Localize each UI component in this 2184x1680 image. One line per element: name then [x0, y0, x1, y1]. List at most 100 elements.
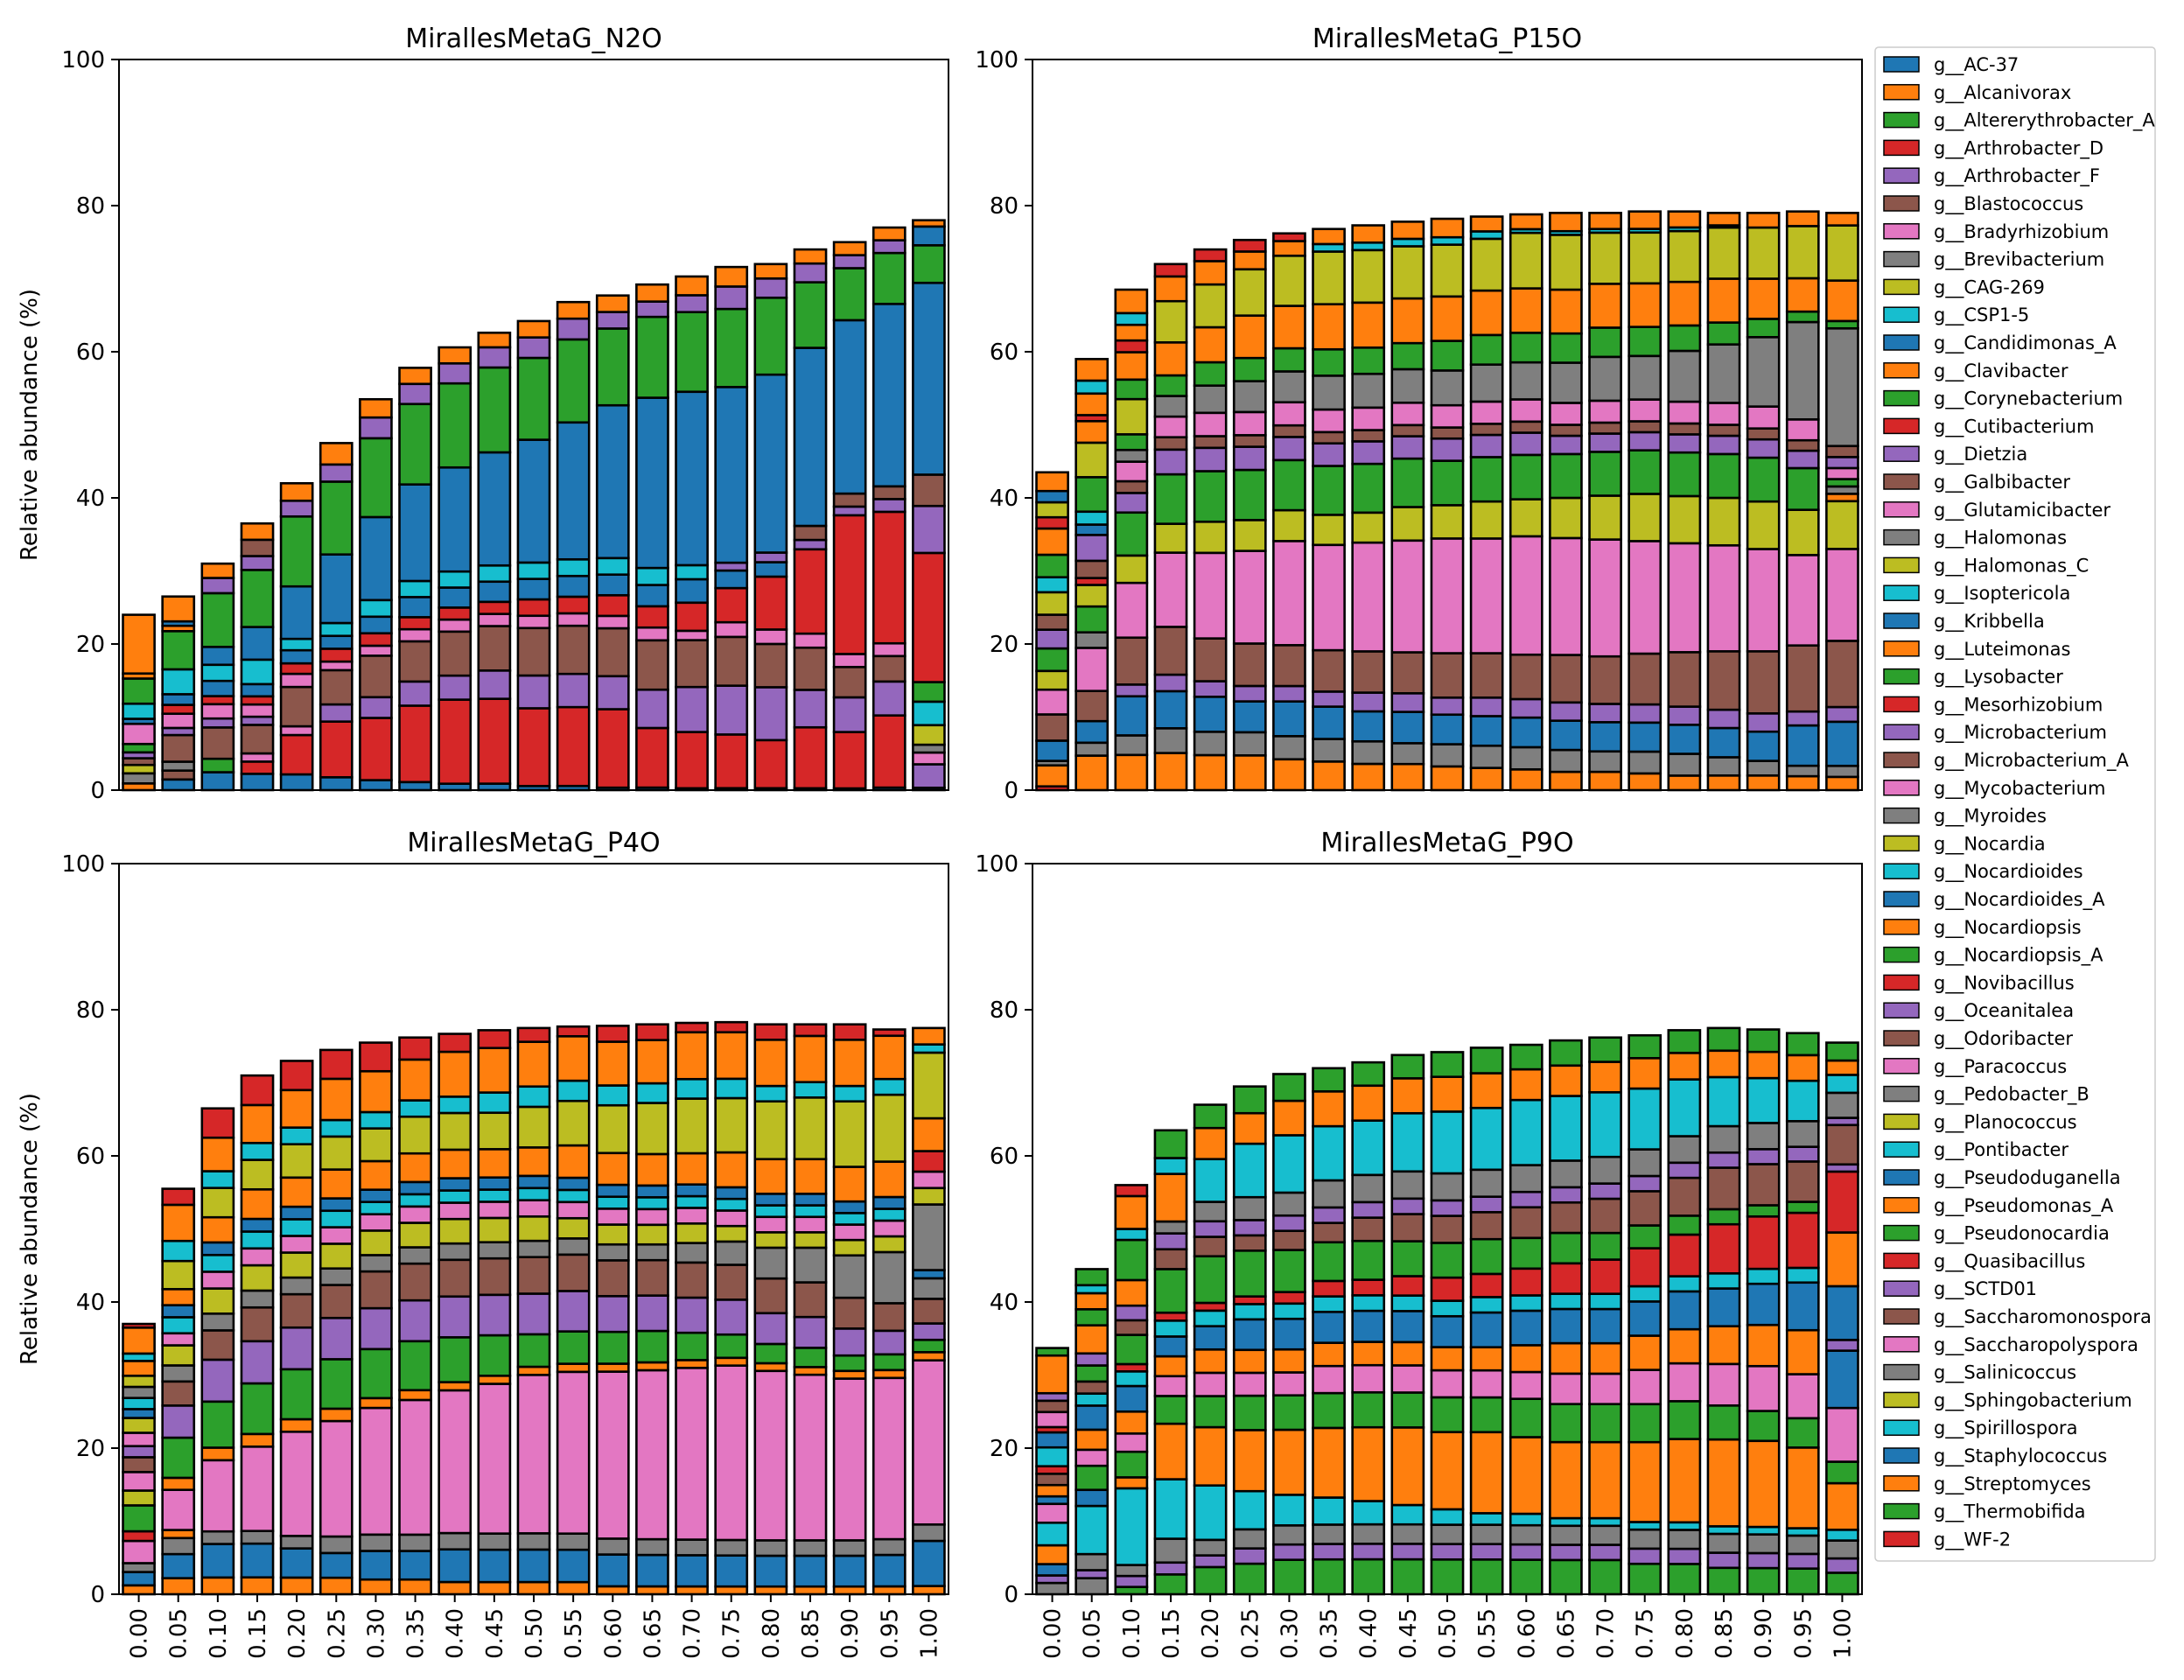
legend-swatch: [1883, 1363, 1920, 1381]
legend-swatch: [1883, 250, 1920, 268]
bar-segment: [832, 696, 867, 733]
bar-segment: [477, 1176, 512, 1191]
bar-segment: [359, 644, 393, 657]
bar-segment: [832, 1327, 867, 1357]
bar-segment: [122, 1432, 156, 1448]
bar-segment: [1312, 442, 1346, 467]
bar-segment: [1351, 762, 1386, 792]
bar-segment: [200, 1136, 235, 1172]
bar-segment: [161, 1436, 196, 1480]
bar-segment: [122, 1584, 156, 1596]
bar-segment: [832, 254, 867, 270]
bar-segment: [675, 1261, 709, 1299]
bar-segment: [635, 1258, 669, 1297]
bar-segment: [398, 1099, 432, 1118]
bar-segment: [438, 1548, 472, 1584]
stacked-bar: [200, 562, 235, 792]
legend-swatch: [1883, 1336, 1920, 1353]
legend-entry: g__Myroides: [1883, 806, 2047, 828]
legend-entry: g__Saccharomonospora: [1883, 1306, 2152, 1328]
bar-segment: [1114, 378, 1149, 401]
bar-segment: [1430, 1431, 1465, 1511]
bar-segment: [1272, 1394, 1306, 1432]
bar-segment: [1785, 1160, 1820, 1203]
bar-segment: [1351, 1060, 1386, 1088]
bar-segment: [1193, 1126, 1228, 1161]
bar-segment: [556, 1079, 591, 1102]
y-tick-label: 60: [990, 1144, 1018, 1170]
y-tick-label: 0: [1004, 1582, 1018, 1608]
bar-segment: [1628, 1528, 1662, 1550]
bar-segment: [1351, 429, 1386, 443]
y-tick-label: 80: [76, 193, 105, 220]
bar-segment: [516, 1374, 551, 1535]
stacked-bar: [1232, 1085, 1267, 1596]
legend-swatch: [1883, 1502, 1920, 1520]
bar-segment: [1430, 426, 1465, 440]
bar-segment: [1508, 231, 1544, 290]
bar-segment: [477, 1548, 512, 1584]
bar-segment: [1153, 522, 1188, 554]
legend-entry: g__Arthrobacter_D: [1883, 137, 2104, 159]
stacked-bar: [595, 294, 630, 792]
legend-entry: g__Mycobacterium: [1883, 778, 2105, 800]
stacked-bar: [122, 1322, 156, 1596]
y-tick-label: 40: [76, 486, 105, 512]
bar-segment: [635, 1329, 669, 1364]
bar-segment: [1549, 424, 1583, 438]
bar-segment: [1667, 1400, 1702, 1440]
bar-segment: [1312, 1558, 1346, 1596]
y-tick-label: 80: [990, 193, 1018, 220]
bar-segment: [1628, 1547, 1662, 1565]
x-tick-label: 0.05: [166, 1608, 192, 1659]
bar-segment: [832, 492, 867, 508]
bar-segment: [793, 1246, 828, 1284]
bar-segment: [318, 1077, 354, 1122]
stacked-bar: [1588, 212, 1622, 792]
bar-segment: [635, 1223, 669, 1246]
stacked-bar: [1549, 212, 1583, 792]
bar-segment: [1746, 1050, 1781, 1080]
bar-segment: [793, 689, 828, 729]
legend-entry: g__Cutibacterium: [1883, 416, 2095, 438]
legend-swatch: [1883, 445, 1920, 462]
stacked-bar: [1785, 210, 1820, 792]
bar-segment: [122, 1530, 156, 1543]
bar-segment: [556, 557, 591, 578]
bar-segment: [1469, 1195, 1504, 1214]
bar-segment: [122, 1322, 156, 1329]
bar-segment: [1114, 1487, 1149, 1566]
bar-segment: [1549, 1544, 1583, 1562]
bar-segment: [1746, 548, 1781, 653]
bar-segment: [1549, 1524, 1583, 1546]
bar-segment: [1588, 1307, 1622, 1345]
bar-segment: [675, 1183, 709, 1198]
bar-segment: [793, 281, 828, 349]
legend-entry: g__Microbacterium: [1883, 722, 2107, 744]
legend-entry: g__Blastococcus: [1883, 193, 2083, 215]
y-tick-label: 80: [76, 998, 105, 1024]
bar-segment: [912, 1351, 946, 1362]
x-tick-label: 0.80: [759, 1608, 785, 1659]
bar-segment: [714, 1186, 749, 1200]
bar-segment: [1035, 1473, 1069, 1487]
bar-segment: [675, 1207, 709, 1225]
legend-swatch: [1883, 696, 1920, 713]
bar-segment: [359, 1213, 393, 1232]
bar-segment: [912, 504, 946, 555]
bar-segment: [1035, 1581, 1069, 1596]
bar-segment: [1785, 1120, 1820, 1148]
legend-entry: g__Pseudonocardia: [1883, 1223, 2110, 1245]
stacked-bar: [516, 319, 551, 792]
bar-segment: [912, 219, 946, 228]
legend-label: g__WF-2: [1934, 1529, 2011, 1550]
bar-segment: [1074, 1464, 1110, 1492]
stacked-bar: [1588, 1036, 1622, 1596]
bar-segment: [1272, 758, 1306, 792]
bar-segment: [1667, 210, 1702, 229]
bar-segment: [161, 1577, 196, 1596]
bar-segment: [1114, 448, 1149, 463]
bar-segment: [240, 703, 275, 718]
bar-segment: [359, 1229, 393, 1256]
legend-swatch: [1883, 584, 1920, 601]
